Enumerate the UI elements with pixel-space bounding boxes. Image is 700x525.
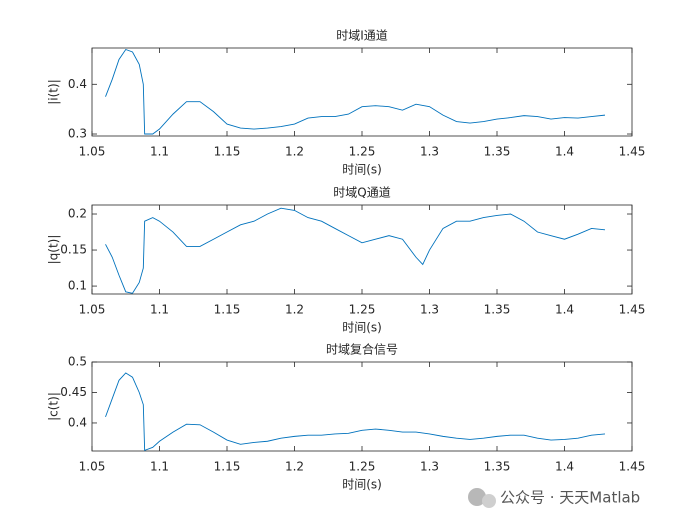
axes-box: [91, 204, 633, 295]
x-tick-label: 1.45: [619, 460, 646, 474]
x-axis-label: 时间(s): [342, 321, 382, 335]
y-tick-label: 0.3: [68, 127, 87, 141]
x-tick-label: 1.1: [150, 303, 169, 317]
chart-title: 时域复合信号: [326, 342, 398, 357]
y-axis-label: |q(t)|: [47, 235, 61, 265]
signal-line: [105, 207, 606, 294]
x-axis-label: 时间(s): [342, 163, 382, 177]
signal-line: [105, 48, 606, 135]
signal-line: [105, 372, 606, 452]
watermark: 公众号 · 天天Matlab: [500, 489, 640, 507]
y-tick-label: 0.45: [60, 385, 87, 399]
y-axis-label: |i(t)|: [47, 79, 61, 105]
y-tick-label: 0.15: [60, 243, 87, 257]
x-tick-label: 1.25: [349, 303, 376, 317]
x-tick-label: 1.2: [285, 303, 304, 317]
x-tick-label: 1.25: [349, 460, 376, 474]
x-tick-label: 1.25: [349, 145, 376, 159]
x-tick-label: 1.1: [150, 460, 169, 474]
x-tick-label: 1.3: [420, 145, 439, 159]
y-tick-label: 0.4: [68, 415, 87, 429]
x-tick-label: 1.35: [484, 303, 511, 317]
x-axis-label: 时间(s): [342, 478, 382, 492]
watermark-icon: [468, 488, 496, 508]
y-tick-label: 0.2: [68, 207, 87, 221]
y-axis-label: |c(t)|: [47, 392, 61, 421]
x-tick-label: 1.3: [420, 460, 439, 474]
axes-box: [91, 361, 633, 452]
x-tick-label: 1.05: [79, 460, 106, 474]
x-tick-label: 1.05: [79, 303, 106, 317]
x-tick-label: 1.35: [484, 145, 511, 159]
x-tick-label: 1.45: [619, 145, 646, 159]
chart-title: 时域Q通道: [333, 186, 390, 200]
y-tick-label: 0.5: [68, 355, 87, 369]
x-tick-label: 1.4: [555, 303, 574, 317]
x-tick-label: 1.35: [484, 460, 511, 474]
x-tick-label: 1.3: [420, 303, 439, 317]
x-tick-label: 1.4: [555, 460, 574, 474]
x-tick-label: 1.15: [214, 460, 241, 474]
x-tick-label: 1.1: [150, 145, 169, 159]
x-tick-label: 1.4: [555, 145, 574, 159]
x-tick-label: 1.45: [619, 303, 646, 317]
x-tick-label: 1.15: [214, 303, 241, 317]
x-tick-label: 1.05: [79, 145, 106, 159]
y-tick-label: 0.1: [68, 279, 87, 293]
x-tick-label: 1.2: [285, 145, 304, 159]
y-tick-label: 0.4: [68, 77, 87, 91]
axes-box: [91, 47, 633, 137]
chart-title: 时域I通道: [336, 29, 388, 43]
x-tick-label: 1.2: [285, 460, 304, 474]
x-tick-label: 1.15: [214, 145, 241, 159]
